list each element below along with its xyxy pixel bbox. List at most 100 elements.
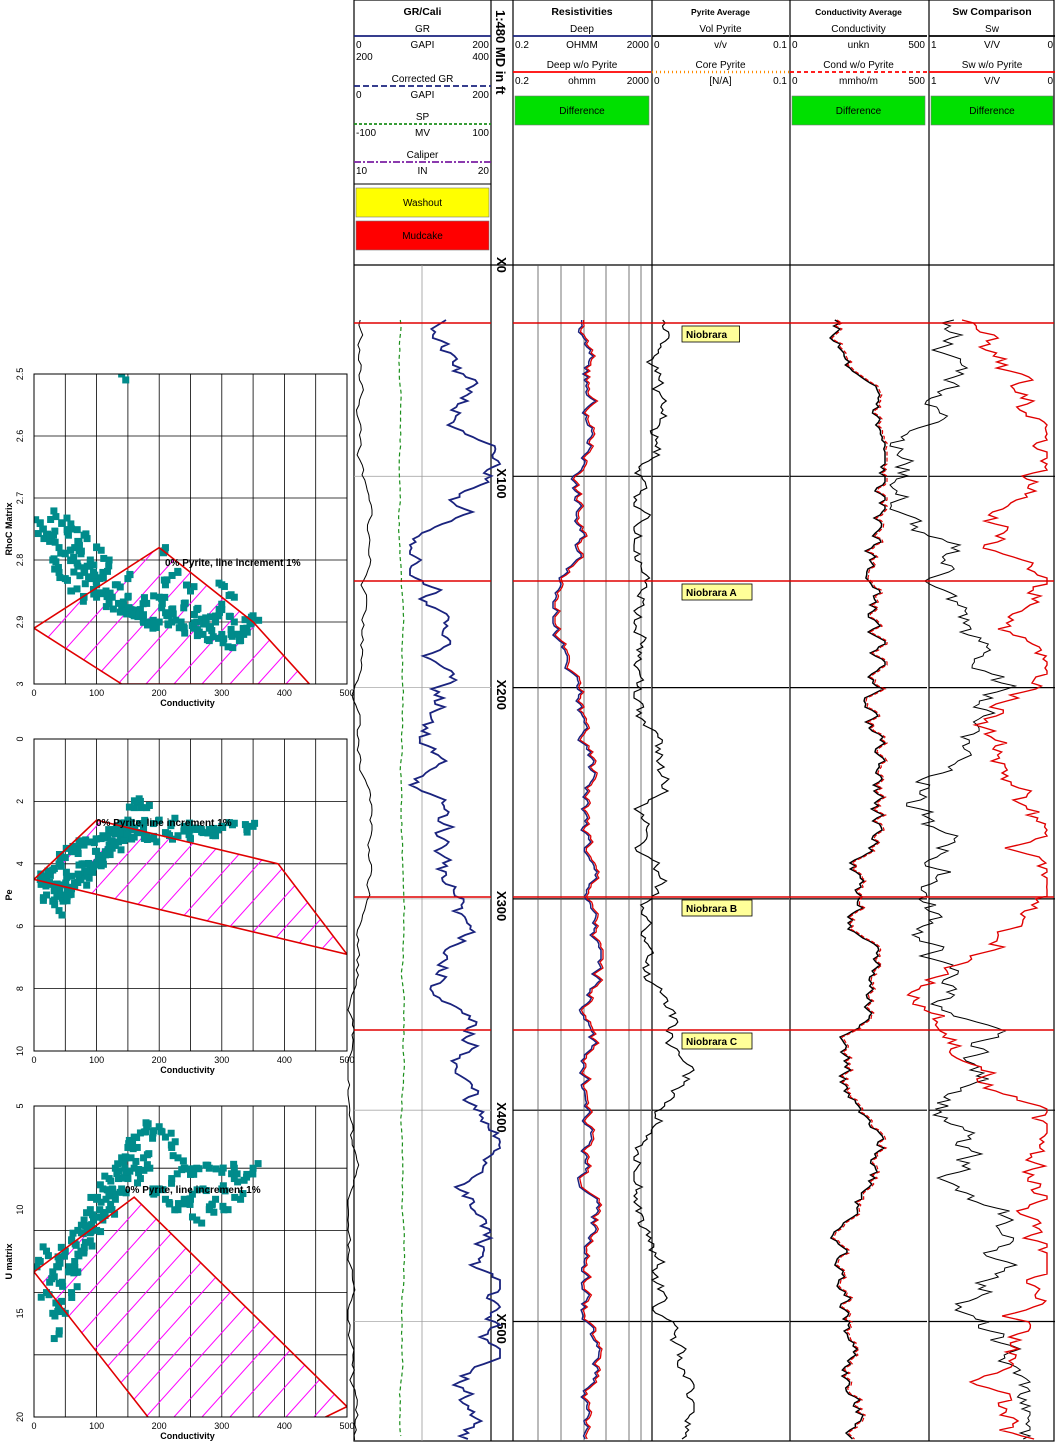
- data-point: [34, 530, 42, 538]
- data-point: [105, 1192, 113, 1200]
- fill-legend-box: [514, 95, 650, 126]
- formation-top-box: [681, 325, 740, 343]
- data-point: [219, 1182, 227, 1190]
- data-point: [91, 571, 99, 579]
- hatch-line: [594, 1106, 874, 1417]
- data-point: [255, 616, 263, 624]
- data-point: [239, 624, 247, 632]
- data-point: [133, 829, 141, 837]
- hatch-line: [762, 739, 1043, 1051]
- data-point: [187, 587, 194, 595]
- data-point: [140, 1128, 148, 1136]
- data-point: [92, 1213, 100, 1221]
- data-point: [86, 1237, 94, 1245]
- data-point: [96, 1206, 104, 1214]
- scale-unit: V/V: [984, 40, 1000, 51]
- data-point: [135, 795, 143, 803]
- data-point: [44, 1252, 52, 1260]
- data-point: [190, 824, 198, 832]
- data-point: [61, 550, 69, 558]
- data-point: [218, 630, 226, 638]
- data-point: [246, 618, 254, 626]
- data-point: [55, 568, 63, 576]
- scale-unit: v/v: [714, 40, 727, 51]
- curve-name: Cond w/o Pyrite: [823, 60, 894, 71]
- formation-top-label: Niobrara A: [686, 588, 737, 599]
- data-point: [106, 589, 114, 597]
- data-point: [143, 599, 151, 607]
- plot-frame: [33, 738, 348, 1052]
- hatch-line: [285, 547, 310, 684]
- fill-legend-box: [791, 95, 926, 126]
- hatch-line: [510, 739, 791, 1051]
- hatch-line: [566, 1106, 846, 1417]
- data-point: [45, 1291, 53, 1299]
- data-point: [180, 604, 188, 612]
- data-point: [180, 1200, 188, 1208]
- curve-name: Vol Pyrite: [699, 24, 742, 35]
- data-point: [57, 851, 65, 859]
- data-point: [61, 1247, 69, 1255]
- data-point: [186, 834, 194, 842]
- data-point: [101, 1172, 109, 1180]
- data-point: [94, 1193, 102, 1201]
- depth-scale-label: 1:480 MD in ft: [493, 10, 508, 95]
- data-point: [69, 1229, 77, 1237]
- hatch-line: [34, 820, 288, 955]
- hatch-line: [398, 739, 679, 1051]
- hatch-line: [173, 1197, 347, 1417]
- hatch-line: [734, 374, 1013, 684]
- hatch-line: [201, 1197, 347, 1417]
- data-point: [80, 564, 88, 572]
- data-point: [63, 526, 71, 534]
- data-point: [34, 1263, 41, 1271]
- data-point: [153, 838, 161, 846]
- hatch-line: [454, 1106, 734, 1417]
- data-point: [55, 1327, 63, 1335]
- hatch-line: [454, 374, 733, 684]
- data-point: [186, 826, 194, 834]
- x-tick-label: 300: [214, 688, 229, 698]
- data-point: [122, 1168, 130, 1176]
- data-point: [82, 1222, 90, 1230]
- data-point: [112, 824, 120, 832]
- data-point: [185, 819, 193, 827]
- track-title: Resistivities: [551, 6, 612, 18]
- data-point: [239, 1190, 247, 1198]
- y-tick-label: 3: [15, 681, 25, 686]
- y-tick-label: 2.6: [15, 430, 25, 443]
- hatch-line: [538, 1106, 818, 1417]
- data-point: [91, 861, 99, 869]
- data-point: [73, 559, 81, 567]
- data-point: [63, 897, 71, 905]
- crossplot-1: 0% Pyrite, line increment 1% 0 100 200 300 40…: [4, 368, 1013, 708]
- data-point: [83, 881, 91, 889]
- data-point: [175, 624, 183, 632]
- hatch-line: [257, 547, 310, 684]
- plot-frame: [33, 373, 348, 685]
- data-point: [69, 842, 77, 850]
- data-point: [208, 627, 216, 635]
- y-tick-label: 2: [15, 799, 25, 804]
- depth-tick-label: X500: [494, 1314, 509, 1344]
- formation-top-box: [681, 1032, 753, 1050]
- data-point: [46, 1278, 54, 1286]
- data-point: [108, 844, 116, 852]
- data-point: [150, 623, 158, 631]
- data-point: [116, 583, 124, 591]
- hatch-line: [145, 820, 347, 955]
- y-axis-label: Pe: [4, 889, 14, 900]
- data-point: [225, 612, 233, 620]
- hatch-line: [706, 374, 985, 684]
- data-point: [88, 1211, 96, 1219]
- data-point: [55, 907, 63, 915]
- hatch-line: [34, 820, 260, 955]
- data-point: [65, 1263, 73, 1271]
- scale-max: 2000: [627, 40, 650, 51]
- x-tick-label: 100: [89, 688, 104, 698]
- scale-min-alt: 200: [356, 52, 373, 63]
- data-point: [71, 544, 79, 552]
- data-point: [97, 835, 105, 843]
- track-title: GR/Cali: [404, 6, 442, 18]
